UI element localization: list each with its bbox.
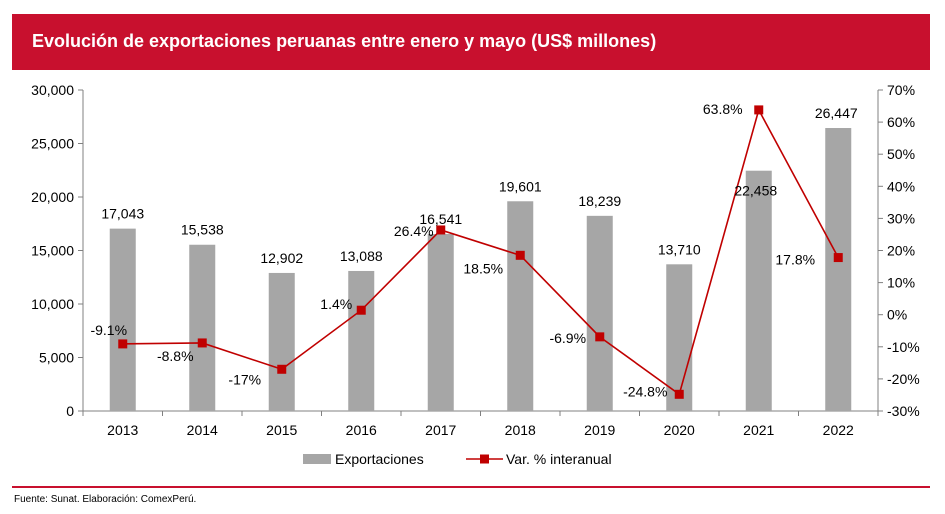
- bar: [109, 228, 136, 411]
- line-marker: [356, 305, 366, 315]
- line-marker: [595, 332, 605, 342]
- x-tick-label: 2019: [584, 422, 615, 438]
- bar-data-label: 17,043: [101, 206, 144, 222]
- line-data-label: 1.4%: [320, 296, 352, 312]
- bar: [745, 170, 772, 411]
- bar: [189, 244, 216, 411]
- x-tick-label: 2018: [505, 422, 536, 438]
- bar-data-label: 15,538: [181, 222, 224, 238]
- bar: [666, 264, 693, 411]
- x-tick-label: 2014: [187, 422, 218, 438]
- y-right-tick-label: 60%: [887, 114, 915, 130]
- line-marker: [833, 253, 843, 263]
- bar-data-label: 13,088: [340, 248, 383, 264]
- x-tick-label: 2020: [664, 422, 695, 438]
- y-right-tick-label: 30%: [887, 210, 915, 226]
- line-marker: [515, 250, 525, 260]
- line-data-label: -9.1%: [90, 322, 127, 338]
- line-data-label: -24.8%: [623, 383, 667, 399]
- bar: [268, 272, 295, 411]
- bar-data-label: 18,239: [578, 193, 621, 209]
- y-right-tick-label: -30%: [887, 403, 920, 419]
- y-left-tick-label: 15,000: [31, 243, 74, 259]
- y-left-tick-label: 30,000: [31, 82, 74, 98]
- line-marker: [754, 105, 764, 115]
- bar-data-label: 26,447: [815, 105, 858, 121]
- y-right-tick-label: 40%: [887, 178, 915, 194]
- x-tick-label: 2016: [346, 422, 377, 438]
- x-tick-label: 2017: [425, 422, 456, 438]
- line-marker: [277, 364, 287, 374]
- y-left-tick-label: 0: [66, 403, 74, 419]
- y-right-tick-label: 0%: [887, 307, 907, 323]
- bar-data-label: 16,541: [419, 211, 462, 227]
- x-tick-label: 2013: [107, 422, 138, 438]
- line-marker: [197, 338, 207, 348]
- legend-label-variacion: Var. % interanual: [506, 451, 612, 467]
- y-right-tick-label: 10%: [887, 275, 915, 291]
- y-left-tick-label: 5,000: [39, 350, 74, 366]
- line-marker: [118, 339, 128, 349]
- line-data-label: -8.8%: [157, 348, 194, 364]
- line-data-label: 17.8%: [775, 252, 815, 268]
- line-series: [122, 107, 839, 396]
- legend-marker-variacion: [480, 454, 489, 464]
- legend-label-exportaciones: Exportaciones: [335, 451, 424, 467]
- bar: [825, 128, 852, 412]
- x-tick-label: 2021: [743, 422, 774, 438]
- bar: [348, 270, 375, 411]
- chart-title: Evolución de exportaciones peruanas entr…: [32, 31, 657, 51]
- bar-data-label: 12,902: [260, 250, 303, 266]
- line-data-label: -17%: [228, 371, 261, 387]
- x-tick-label: 2022: [823, 422, 854, 438]
- source-note: Fuente: Sunat. Elaboración: ComexPerú.: [14, 494, 197, 505]
- y-right-tick-label: 70%: [887, 82, 915, 98]
- x-tick-label: 2015: [266, 422, 297, 438]
- y-left-tick-label: 25,000: [31, 136, 74, 152]
- y-right-tick-label: -20%: [887, 371, 920, 387]
- bar-data-label: 22,458: [734, 183, 777, 199]
- line-marker: [436, 225, 446, 235]
- y-right-tick-label: -10%: [887, 339, 920, 355]
- bar-data-label: 13,710: [658, 241, 701, 257]
- y-left-tick-label: 20,000: [31, 189, 74, 205]
- line-data-label: -6.9%: [549, 330, 586, 346]
- title-bar: Evolución de exportaciones peruanas entr…: [12, 14, 930, 70]
- line-data-label: 63.8%: [703, 101, 743, 117]
- bottom-rule: [12, 486, 930, 488]
- bar: [427, 234, 454, 411]
- bar: [586, 215, 613, 411]
- line-data-label: 26.4%: [394, 223, 434, 239]
- line-marker: [674, 389, 684, 399]
- y-left-tick-label: 10,000: [31, 296, 74, 312]
- line-data-label: 18.5%: [463, 260, 503, 276]
- y-right-tick-label: 20%: [887, 243, 915, 259]
- bar-data-label: 19,601: [499, 178, 542, 194]
- y-right-tick-label: 50%: [887, 146, 915, 162]
- legend-swatch-exportaciones: [303, 454, 331, 464]
- bar: [507, 201, 534, 411]
